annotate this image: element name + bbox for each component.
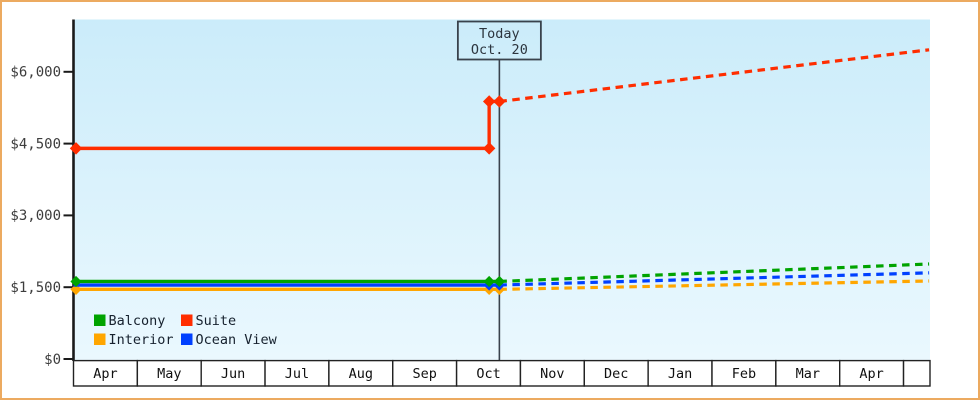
legend-label-suite: Suite [196, 313, 237, 329]
plot-area [74, 19, 930, 360]
today-box [456, 20, 542, 61]
month-label: Jul [285, 366, 309, 382]
marker-balcony [483, 275, 495, 288]
month-label: Jan [668, 366, 692, 382]
month-label: Oct [476, 366, 500, 382]
today-date-label: Oct. 20 [471, 42, 528, 58]
month-label: Sep [412, 366, 436, 382]
marker-suite [69, 142, 83, 155]
month-cell [72, 359, 139, 387]
marker-suite [482, 142, 496, 155]
month-label: Mar [796, 366, 820, 382]
legend-swatch-interior [94, 333, 106, 345]
series-forecast-balcony [499, 262, 930, 284]
month-cell [392, 359, 458, 387]
month-cell [711, 359, 777, 387]
month-cell [839, 359, 905, 387]
month-label: Apr [859, 366, 883, 382]
marker-balcony [493, 275, 505, 288]
y-tick-label: $4,500 [10, 136, 61, 152]
month-label: Dec [604, 366, 628, 382]
y-tick-label: $6,000 [10, 65, 61, 81]
series-forecast-interior [499, 279, 930, 291]
marker-suite [493, 95, 506, 108]
month-label: Jun [221, 366, 245, 382]
series-forecast-suite [499, 48, 930, 104]
legend-swatch-ocean-view [181, 333, 193, 345]
marker-balcony [70, 275, 82, 288]
month-cell [136, 359, 202, 387]
legend-swatch-balcony [94, 314, 106, 326]
month-cell [902, 359, 931, 387]
today-label: Today [479, 26, 520, 42]
month-cell [200, 359, 266, 387]
legend-swatch-suite [181, 314, 193, 326]
legend-label-balcony: Balcony [109, 313, 166, 329]
month-label: Nov [540, 366, 564, 382]
month-cell [264, 359, 330, 387]
y-tick-label: $3,000 [10, 208, 61, 224]
y-tick-label: $0 [44, 352, 61, 368]
month-label: Aug [349, 366, 373, 382]
y-tick-label: $1,500 [10, 280, 61, 296]
month-label: Feb [732, 366, 756, 382]
month-cell [583, 359, 649, 387]
legend-label-ocean-view: Ocean View [196, 332, 278, 348]
month-label: May [157, 366, 181, 382]
month-label: Apr [93, 366, 117, 382]
legend-label-interior: Interior [109, 332, 174, 348]
month-cell [328, 359, 394, 387]
series-forecast-ocean-view [499, 271, 930, 287]
marker-suite [482, 95, 496, 108]
